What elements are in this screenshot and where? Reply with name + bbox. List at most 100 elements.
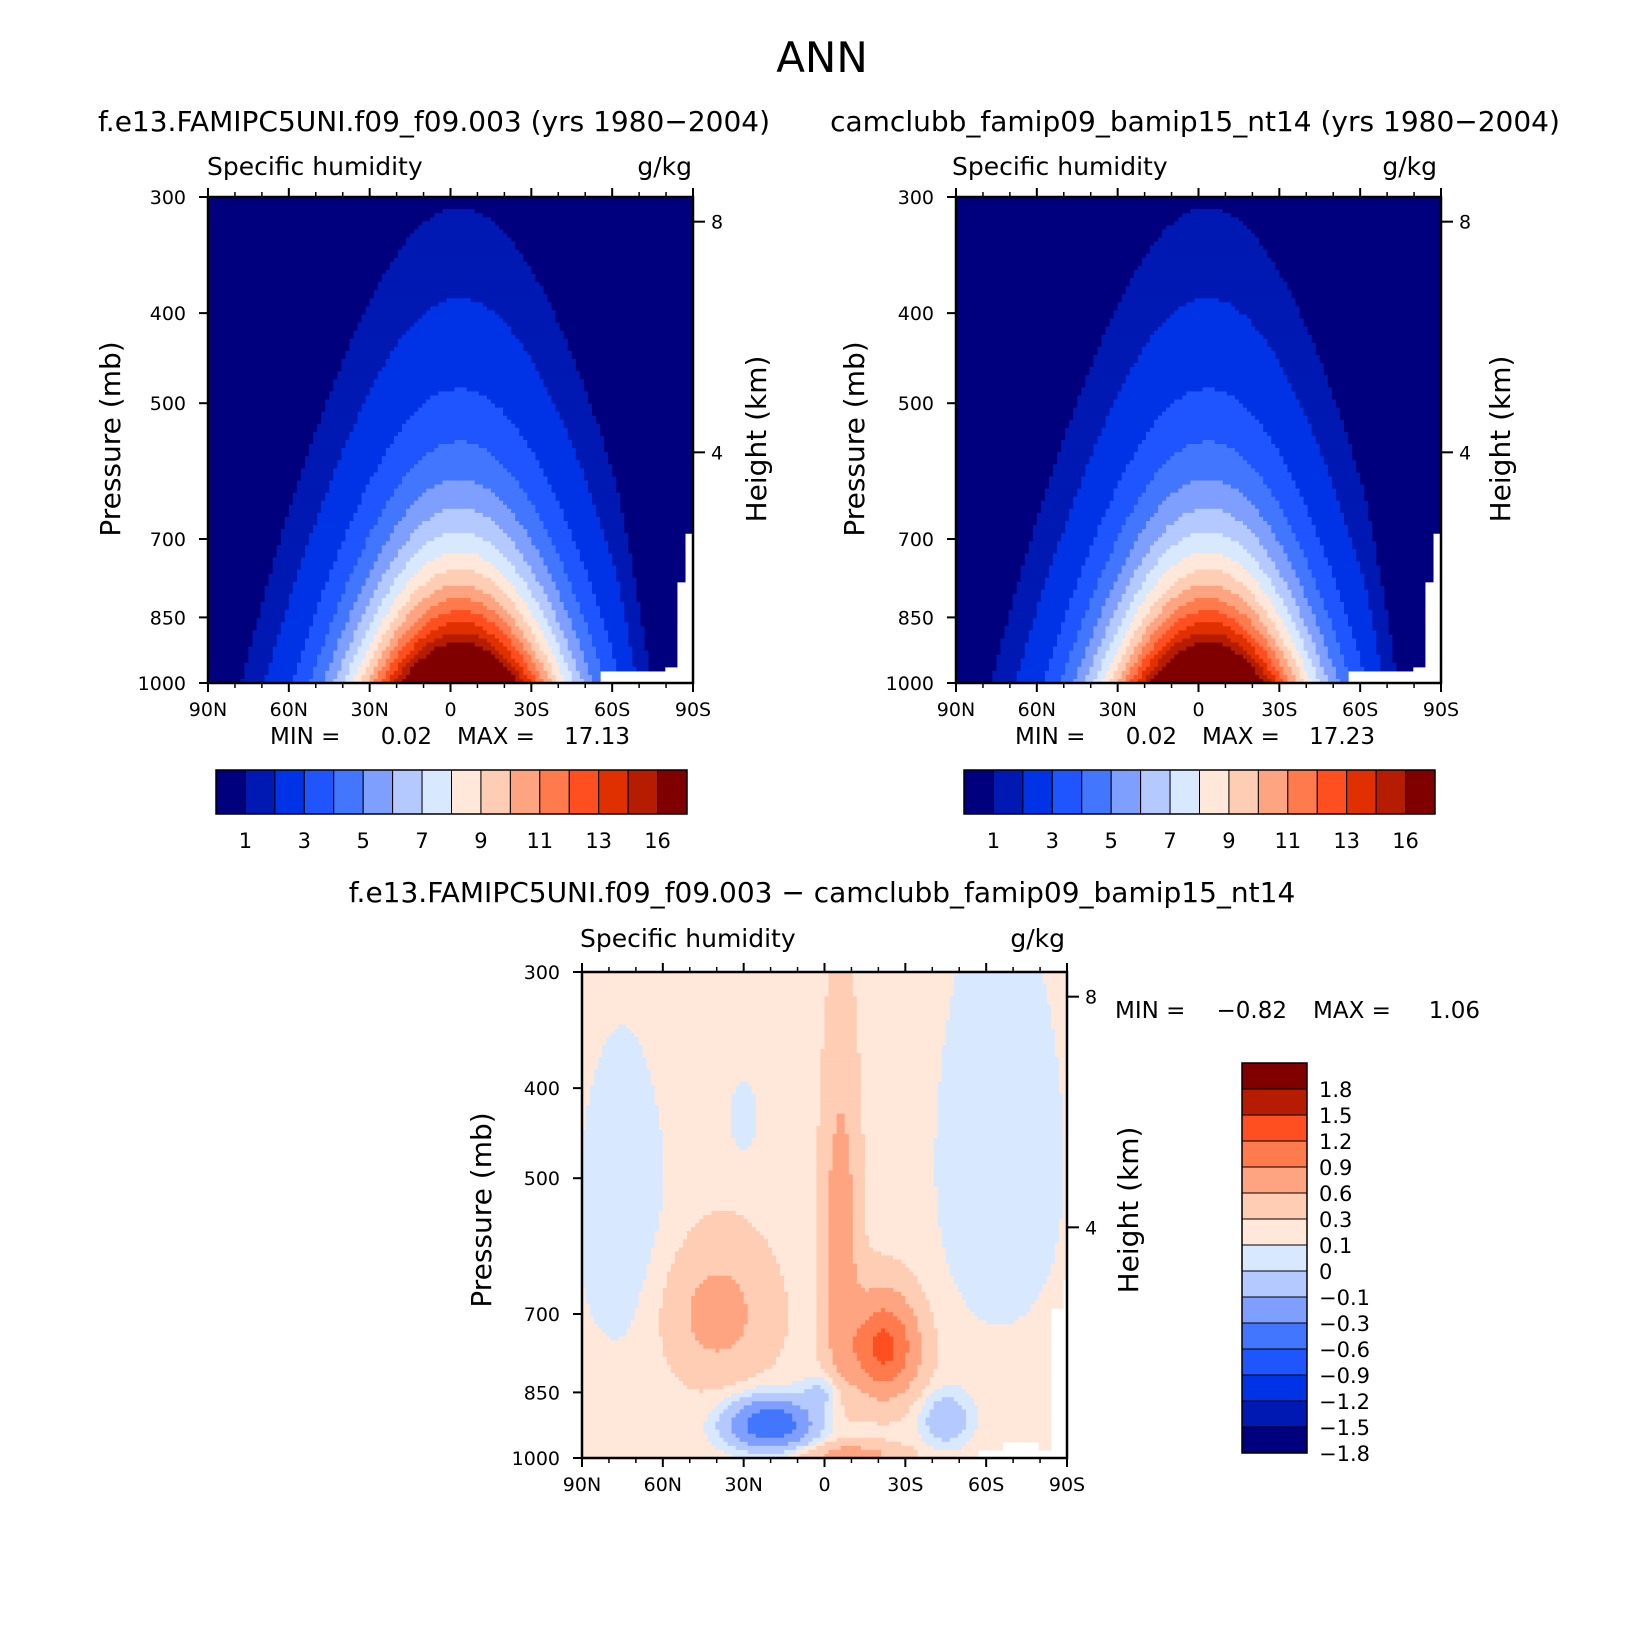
contour-cell [422, 314, 500, 320]
contour-cell [535, 674, 541, 680]
contour-cell [881, 1449, 919, 1455]
contour-cell [1150, 338, 1268, 344]
contour-cell [616, 573, 633, 579]
contour-cell [539, 464, 581, 469]
contour-cell [1263, 646, 1272, 652]
contour-cell [1307, 415, 1341, 421]
contour-cell [1247, 638, 1256, 644]
contour-cell [531, 678, 536, 684]
contour-cell [1053, 654, 1070, 660]
contour-cell [527, 585, 545, 591]
contour-cell [719, 1417, 733, 1423]
contour-cell [1154, 666, 1163, 672]
contour-cell [1154, 674, 1260, 680]
contour-cell [1323, 371, 1442, 376]
contour-cell [575, 593, 597, 599]
contour-cell [642, 1287, 664, 1293]
contour-cell [961, 1405, 979, 1410]
contour-cell [422, 646, 435, 652]
contour-cell [1004, 634, 1030, 640]
contour-cell [406, 674, 516, 680]
contour-cell [933, 1150, 1064, 1155]
contour-cell [646, 1271, 668, 1277]
contour-cell [582, 996, 826, 1001]
contour-cell [1133, 269, 1280, 275]
contour-cell [582, 1073, 595, 1078]
contour-cell [933, 1445, 963, 1451]
contour-cell [1275, 496, 1305, 502]
contour-cell [1174, 654, 1244, 660]
contour-cell [596, 415, 694, 421]
colorbar-swatch [657, 769, 688, 815]
contour-cell [992, 678, 1018, 684]
contour-cell [414, 642, 427, 648]
contour-cell [965, 1421, 979, 1427]
contour-cell [1125, 286, 1289, 291]
contour-cell [873, 1312, 894, 1317]
contour-cell [1283, 278, 1442, 283]
contour-cell [624, 529, 694, 534]
contour-cell [1190, 480, 1224, 486]
contour-cell [582, 1332, 607, 1338]
contour-cell [945, 1247, 1056, 1253]
contour-cell [1259, 241, 1442, 247]
contour-cell [587, 573, 617, 579]
contour-cell [820, 1429, 834, 1435]
contour-cell [864, 1162, 935, 1167]
contour-cell [1137, 670, 1143, 676]
contour-cell [848, 1134, 866, 1139]
contour-cell [1335, 492, 1365, 498]
contour-cell [929, 1393, 971, 1398]
contour-cell [288, 597, 322, 603]
contour-cell [305, 549, 338, 554]
contour-cell [1267, 674, 1276, 680]
contour-cell [353, 569, 371, 575]
contour-cell [1101, 569, 1123, 575]
contour-cell [956, 419, 1070, 425]
contour-cell [369, 569, 387, 575]
contour-cell [1271, 346, 1317, 352]
contour-cell [856, 1008, 951, 1014]
contour-cell [397, 642, 407, 648]
contour-cell [604, 618, 625, 623]
contour-cell [881, 1251, 947, 1257]
contour-cell [937, 1364, 1052, 1370]
contour-cell [978, 1316, 1020, 1321]
y-tick-label: 300 [898, 187, 934, 209]
contour-cell [1105, 630, 1119, 635]
contour-cell [590, 1089, 656, 1095]
contour-cell [276, 549, 306, 554]
contour-cell [1291, 670, 1301, 676]
contour-cell [1251, 318, 1305, 324]
contour-cell [747, 1425, 797, 1431]
contour-cell [666, 1360, 777, 1366]
contour-cell [1287, 662, 1297, 668]
contour-cell [1113, 658, 1123, 664]
contour-cell [587, 569, 617, 575]
contour-cell [385, 646, 395, 652]
contour-cell [945, 1036, 1056, 1042]
contour-cell [1311, 431, 1349, 437]
contour-cell [582, 1089, 591, 1095]
contour-cell [1133, 456, 1171, 461]
contour-cell [385, 674, 391, 680]
contour-cell [1097, 577, 1119, 583]
contour-cell [1242, 597, 1256, 603]
contour-cell [208, 634, 254, 640]
contour-cell [654, 1097, 733, 1103]
contour-cell [956, 650, 1002, 656]
contour-cell [1062, 1202, 1068, 1208]
contour-cell [864, 1190, 939, 1196]
contour-cell [1054, 1259, 1068, 1265]
contour-cell [1032, 537, 1062, 542]
contour-cell [586, 1105, 660, 1111]
contour-cell [1275, 626, 1289, 631]
contour-cell [523, 614, 532, 619]
contour-cell [1158, 626, 1171, 631]
contour-cell [873, 1340, 894, 1346]
contour-cell [816, 1223, 830, 1228]
contour-cell [1303, 662, 1313, 668]
contour-cell [832, 1429, 919, 1435]
contour-cell [620, 589, 638, 595]
contour-cell [1062, 1125, 1068, 1131]
